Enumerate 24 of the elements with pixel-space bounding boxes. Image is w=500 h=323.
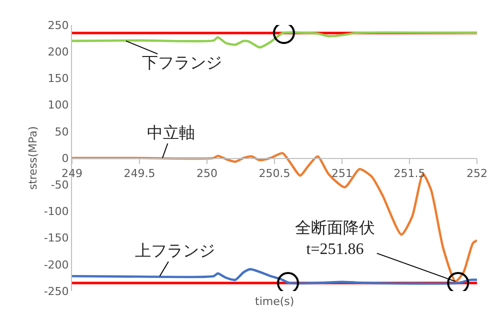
y-tick-label: 50 (54, 125, 69, 138)
x-tick-label: 250.5 (258, 167, 290, 180)
x-tick-label: 249 (62, 167, 82, 180)
y-tick-label: -50 (50, 178, 69, 192)
annotation: 上フランジ (135, 242, 215, 260)
x-axis-title: time(s) (255, 295, 294, 308)
x-tick-label: 251 (332, 167, 352, 180)
y-tick-label: 100 (48, 98, 69, 112)
y-tick-label: 200 (48, 45, 69, 58)
annotation: 全断面降伏 t=251.86 (295, 219, 375, 258)
x-tick-label: 252 (466, 167, 488, 180)
annotation: 下フランジ (142, 55, 222, 72)
y-tick-label: 0 (62, 152, 69, 165)
y-tick-label: -150 (44, 232, 69, 245)
x-tick-label: 250 (196, 167, 218, 180)
y-tick-label: -200 (44, 258, 69, 272)
y-tick-label: -250 (44, 284, 69, 298)
y-tick-label: 150 (48, 72, 69, 86)
y-axis-title: stress(MPa) (26, 126, 40, 190)
x-tick-label: 251.5 (394, 167, 426, 180)
annotation: 中立軸 (147, 124, 195, 142)
y-tick-label: -100 (44, 205, 69, 218)
y-tick-label: 250 (48, 18, 69, 32)
x-tick-label: 249.5 (124, 167, 156, 180)
